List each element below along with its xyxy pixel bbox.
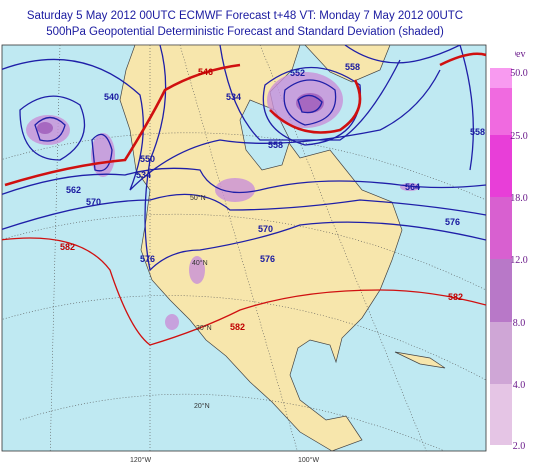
swatch: [490, 384, 512, 445]
swatch: [490, 68, 512, 88]
swatch: [490, 322, 512, 384]
lat-label: 40°N: [192, 259, 208, 267]
contour-label: 558: [470, 127, 485, 137]
contour-label: 550: [140, 154, 155, 164]
contour-label: 558: [345, 62, 360, 72]
contour-label: 576: [260, 254, 275, 264]
title-line-1: Saturday 5 May 2012 00UTC ECMWF Forecast…: [27, 10, 463, 22]
contour-label: 582: [448, 292, 463, 302]
contour-label: 564: [405, 182, 420, 192]
title-line-2: 500hPa Geopotential Deterministic Foreca…: [46, 26, 444, 38]
lon-label: 100°W: [298, 456, 319, 464]
colorbar-label: 12.0: [510, 255, 528, 266]
contour-label: 576: [445, 217, 460, 227]
lat-label: 50°N: [190, 194, 206, 202]
contour-label: 534: [226, 92, 241, 102]
swatch: [490, 88, 512, 135]
swatch: [490, 135, 512, 197]
contour-label: 540: [104, 92, 119, 102]
contour-label: 558: [268, 140, 283, 150]
swatch: [490, 197, 512, 259]
colorbar-label: 2.0: [513, 441, 526, 452]
colorbar-label: 25.0: [510, 131, 528, 142]
colorbar-label: 4.0: [513, 380, 526, 391]
contour-label: 546: [198, 67, 213, 77]
contour-label: 582: [60, 242, 75, 252]
colorbar-label: 50.0: [510, 68, 528, 79]
arctic-land: [304, 45, 391, 83]
colorbar-label: 18.0: [510, 193, 528, 204]
contour-label: 576: [140, 254, 155, 264]
lat-label: 20°N: [194, 402, 210, 410]
contour-label: 534: [136, 170, 151, 180]
contour-label: 552: [290, 68, 305, 78]
colorbar: StDev 50.0 25.0 18.0 12.0 8.0 4.0 2.0: [490, 45, 528, 452]
swatch: [490, 259, 512, 322]
contour-label: 582: [230, 322, 245, 332]
cuba: [394, 351, 446, 369]
contour-label: 570: [86, 197, 101, 207]
contour-label: 570: [258, 224, 273, 234]
graticule: [2, 45, 486, 451]
lat-label: 30°N: [196, 324, 212, 332]
swatch: [490, 45, 515, 63]
map: 540 546 534 552 558 558 558 550 534 562 …: [1, 44, 487, 464]
contours: [2, 45, 486, 346]
contour-label: 562: [66, 185, 81, 195]
lon-label: 120°W: [130, 456, 151, 464]
land: [119, 45, 403, 451]
colorbar-label: 8.0: [513, 318, 526, 329]
